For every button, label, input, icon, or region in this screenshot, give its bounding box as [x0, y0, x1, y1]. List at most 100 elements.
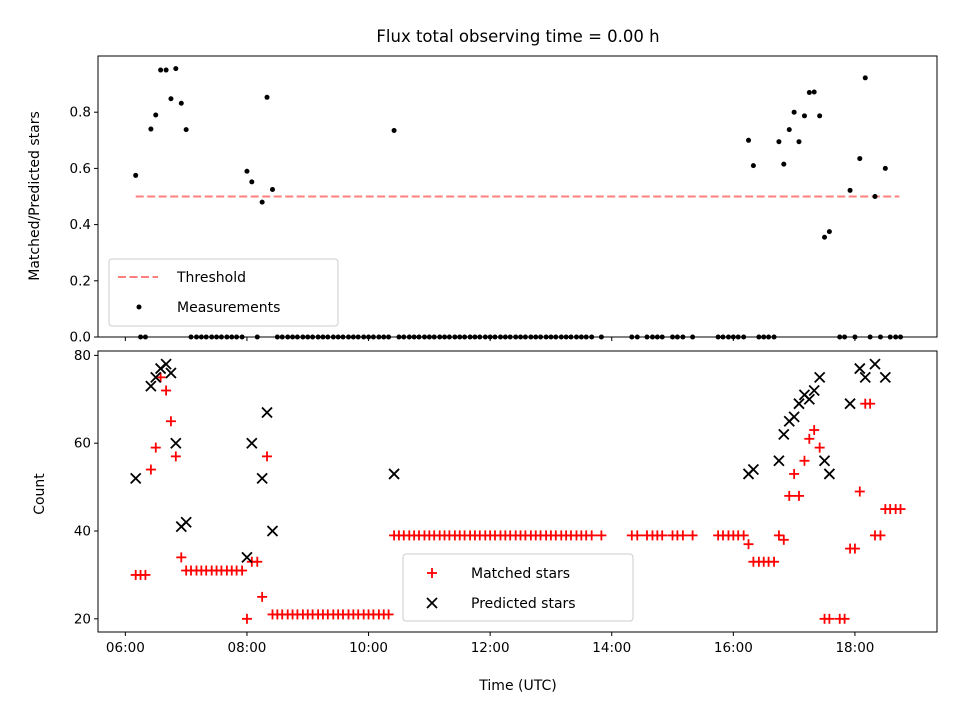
measurement-point — [168, 96, 174, 102]
measurement-point — [249, 179, 255, 185]
predicted-star-point — [130, 472, 142, 484]
matched-star-point — [839, 613, 850, 624]
matched-star-point — [161, 385, 172, 396]
x-tick-label: 18:00 — [835, 640, 874, 656]
matched-star-point — [793, 490, 804, 501]
predicted-star-point — [823, 468, 836, 480]
matched-star-point — [170, 451, 181, 462]
matched-star-point — [150, 442, 161, 453]
top-y-tick-label: 0.4 — [70, 217, 91, 233]
measurement-point — [826, 229, 832, 235]
predicted-star-point — [793, 398, 805, 410]
predicted-star-point — [180, 516, 192, 528]
matched-star-point — [145, 464, 156, 475]
predicted-star-point — [165, 367, 177, 379]
bottom-y-axis-label: Count — [32, 473, 48, 515]
matched-star-point — [657, 530, 668, 541]
legend-measurements-label: Measurements — [177, 300, 280, 316]
bottom-y-tick-label: 60 — [74, 436, 91, 452]
predicted-star-point — [150, 371, 162, 383]
predicted-star-point — [844, 398, 856, 410]
predicted-star-point — [160, 358, 172, 370]
measurement-point — [781, 161, 787, 167]
matched-star-point — [262, 451, 273, 462]
matched-star-point — [778, 534, 789, 545]
predicted-star-point — [818, 455, 831, 467]
matched-star-point — [769, 556, 780, 567]
measurement-point — [801, 113, 807, 119]
chart-title: Flux total observing time = 0.00 h — [376, 27, 659, 46]
matched-star-point — [849, 543, 860, 554]
x-tick-label: 06:00 — [106, 640, 145, 656]
predicted-star-point — [261, 406, 273, 419]
x-tick-label: 12:00 — [471, 640, 510, 656]
predicted-star-point — [879, 371, 891, 383]
matched-star-point — [165, 416, 176, 427]
bottom-axes-content: 20 40 60 80 06:00 08:00 10:00 12:00 14:00 16:00 18… — [74, 348, 906, 656]
measurement-point — [173, 66, 179, 72]
measurement-point — [183, 127, 189, 133]
top-y-axis-label: Matched/Predicted stars — [27, 111, 43, 281]
legend-measurements-swatch — [136, 304, 142, 310]
predicted-star-point — [854, 362, 866, 375]
x-tick-label: 14:00 — [592, 640, 631, 656]
matched-star-point — [895, 504, 906, 515]
matched-star-point — [824, 613, 835, 624]
measurement-point — [750, 163, 756, 169]
top-axes-frame — [97, 55, 938, 338]
matched-star-point — [799, 455, 810, 466]
predicted-star-point — [246, 437, 258, 449]
x-axis-label: Time (UTC) — [478, 678, 556, 694]
legend-predicted-swatch — [426, 597, 438, 609]
legend-predicted-label: Predicted stars — [471, 596, 576, 612]
matched-star-point — [809, 425, 820, 436]
measurement-point — [817, 113, 823, 119]
x-tick-label: 10:00 — [349, 640, 388, 656]
measurement-point — [786, 127, 792, 133]
measurement-point — [746, 137, 752, 143]
matched-star-point — [784, 490, 795, 501]
measurement-point — [857, 156, 863, 162]
measurement-point — [811, 89, 817, 95]
matched-star-point — [865, 398, 876, 409]
measurement-point — [796, 139, 802, 145]
predicted-star-point — [803, 393, 815, 405]
predicted-star-point — [266, 525, 279, 537]
matched-star-point — [241, 613, 252, 624]
bottom-y-tick-label: 20 — [74, 611, 91, 627]
measurement-point — [882, 165, 888, 171]
predicted-star-point — [808, 384, 820, 397]
bottom-legend: Matched stars Predicted stars — [402, 553, 634, 622]
predicted-star-point — [788, 411, 800, 423]
matched-star-point — [383, 609, 394, 620]
matched-star-point — [632, 530, 643, 541]
measurement-point — [862, 75, 868, 81]
predicted-star-point — [747, 463, 760, 476]
x-tick-label: 08:00 — [227, 640, 266, 656]
bottom-legend-box — [402, 553, 634, 622]
matched-star-point — [586, 530, 597, 541]
measurement-point — [163, 67, 169, 73]
predicted-star-point — [778, 428, 790, 441]
predicted-star-point — [170, 437, 182, 449]
predicted-star-point — [814, 371, 826, 383]
measurement-point — [133, 172, 139, 178]
measurement-point — [391, 127, 397, 133]
measurement-point — [847, 187, 853, 193]
measurement-point — [776, 139, 782, 145]
predicted-star-point — [773, 455, 785, 467]
top-y-tick-label: 0.6 — [70, 161, 91, 177]
matched-star-point — [854, 486, 865, 497]
bottom-axes-frame — [97, 350, 938, 633]
x-tick-label: 16:00 — [714, 640, 753, 656]
bottom-y-tick-label: 40 — [74, 524, 91, 540]
measurement-point — [791, 109, 797, 115]
predicted-star-point — [869, 358, 881, 370]
measurement-point — [158, 67, 164, 73]
measurement-point — [259, 199, 265, 205]
top-panel: Flux total observing time = 0.00 h Match… — [27, 27, 938, 346]
matched-star-point — [237, 565, 248, 576]
measurement-point — [264, 94, 270, 100]
matched-star-point — [743, 539, 754, 550]
predicted-star-point — [241, 551, 253, 563]
